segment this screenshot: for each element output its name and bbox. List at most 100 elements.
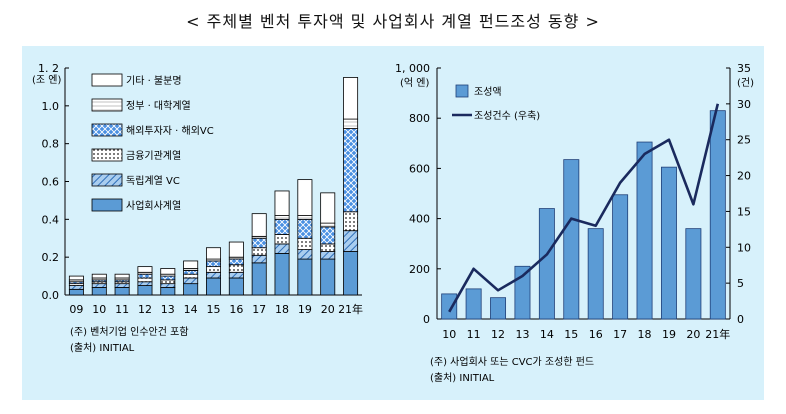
y-tick-label-right: 5 <box>737 277 744 290</box>
bar <box>563 159 580 320</box>
chart-note: (출처) INITIAL <box>70 342 135 354</box>
bar <box>587 228 604 320</box>
stacked-bar-segment <box>343 77 359 120</box>
legend-label: 독립계열 VC <box>126 174 180 187</box>
bar <box>490 297 507 320</box>
stacked-bar-segment <box>160 279 176 285</box>
stacked-bar-segment <box>206 271 221 279</box>
x-tick-label: 13 <box>161 303 175 316</box>
stacked-bar-segment <box>274 190 290 216</box>
x-tick-label: 14 <box>540 328 554 341</box>
stacked-bar-segment <box>91 283 107 288</box>
stacked-bar-segment <box>228 271 244 279</box>
stacked-bar-segment <box>206 260 221 268</box>
stacked-bar-segment <box>274 243 290 254</box>
stacked-bar-segment <box>183 260 199 269</box>
x-tick-label: 10 <box>442 328 456 341</box>
y-axis-unit-right: (건) <box>737 77 754 89</box>
stacked-bar-segment <box>274 218 290 235</box>
stacked-bar-segment <box>160 287 176 296</box>
x-tick-label: 12 <box>138 303 152 316</box>
right-chart: 0 200 400 600 800 1, 000 0 5 10 15 20 25 30 35 (억 엔) (건… <box>395 62 754 384</box>
x-tick-label: 21年 <box>338 302 363 316</box>
y-tick-label-left: 1, 000 <box>395 62 430 75</box>
stacked-bar-segment <box>297 237 313 250</box>
stacked-bar-segment <box>68 285 84 290</box>
stacked-bar-segment <box>160 283 176 288</box>
legend-swatch <box>91 148 123 162</box>
stacked-bar-segment <box>160 268 176 275</box>
x-tick-label: 09 <box>69 303 83 316</box>
x-tick-label: 15 <box>207 303 221 316</box>
y-tick-label: 1. 2 <box>38 62 59 75</box>
stacked-bar-segment <box>91 287 107 296</box>
legend-label: 해외투자자 · 해외VC <box>126 124 214 137</box>
bar <box>465 288 482 320</box>
stacked-bar-segment <box>68 288 84 296</box>
page-title: < 주체별 벤처 투자액 및 사업회사 계열 펀드조성 동향 > <box>186 12 600 31</box>
bar <box>441 293 458 320</box>
stacked-bar-segment <box>343 118 359 129</box>
stacked-bar-segment <box>297 218 313 239</box>
stacked-bar-segment <box>343 128 359 213</box>
y-tick-label: 0.6 <box>42 176 60 189</box>
x-tick-label: 12 <box>491 328 505 341</box>
x-tick-label: 20 <box>686 328 700 341</box>
stacked-bar-segment <box>160 275 176 281</box>
stacked-bar-segment <box>251 237 267 249</box>
x-tick-label: 16 <box>589 328 603 341</box>
y-tick-label: 0.4 <box>42 213 60 226</box>
stacked-bar-segment <box>320 222 336 228</box>
y-tick-label: 0.0 <box>42 289 60 302</box>
y-tick-label-left: 800 <box>409 112 430 125</box>
stacked-bar-segment <box>228 264 244 273</box>
x-tick-label: 11 <box>467 328 481 341</box>
stacked-bar-segment <box>137 273 153 279</box>
bar <box>538 208 555 320</box>
bar <box>685 228 702 320</box>
stacked-bar-segment <box>297 249 313 260</box>
x-tick-label: 19 <box>298 303 312 316</box>
stacked-bar-segment <box>297 258 313 296</box>
stacked-bar-segment <box>206 277 221 296</box>
bar <box>709 110 726 320</box>
x-tick-label: 18 <box>638 328 652 341</box>
stacked-bar-segment <box>137 266 153 273</box>
x-tick-label: 14 <box>184 303 198 316</box>
bar <box>660 166 677 320</box>
y-tick-label-right: 35 <box>737 62 751 75</box>
legend-label: 정부 · 대학계열 <box>126 100 191 112</box>
x-tick-label: 17 <box>252 303 266 316</box>
stacked-bar-segment <box>297 179 313 216</box>
legend-swatch <box>91 123 123 137</box>
y-tick-label-left: 200 <box>409 263 430 276</box>
y-tick-label-right: 15 <box>737 205 751 218</box>
legend-swatch <box>91 73 123 87</box>
stacked-bar-segment <box>251 247 267 256</box>
y-tick-label: 1.0 <box>42 100 60 113</box>
stacked-bar-segment <box>183 273 199 279</box>
chart-note: (출처) INITIAL <box>430 372 495 384</box>
stacked-bar-segment <box>183 283 199 296</box>
stacked-bar-segment <box>137 281 153 286</box>
x-tick-label: 11 <box>115 303 129 316</box>
stacked-bar-segment <box>274 234 290 245</box>
x-tick-label: 10 <box>92 303 106 316</box>
y-tick-label-left: 600 <box>409 162 430 175</box>
chart-note: (주) 사업회사 또는 CVC가 조성한 펀드 <box>430 355 594 368</box>
left-chart: 0.0 0.2 0.4 0.6 0.8 1.0 1. 2(조 엔) 09 10 11 12 13 14 1… <box>32 62 363 354</box>
stacked-bar-segment <box>343 251 359 296</box>
y-tick-label-right: 30 <box>737 98 751 111</box>
y-tick-label-right: 0 <box>737 313 744 326</box>
stacked-bar-segment <box>251 213 267 237</box>
stacked-bar-segment <box>251 254 267 264</box>
x-tick-label: 20 <box>321 303 335 316</box>
stacked-bar-segment <box>274 252 290 296</box>
stacked-bar-segment <box>183 270 199 275</box>
stacked-bar-segment <box>320 226 336 245</box>
stacked-bar-segment <box>114 287 130 296</box>
stacked-bar-segment <box>320 258 336 296</box>
y-tick-label-right: 10 <box>737 241 751 254</box>
x-tick-label: 16 <box>229 303 243 316</box>
legend-label: 기타 · 불분명 <box>126 75 182 87</box>
